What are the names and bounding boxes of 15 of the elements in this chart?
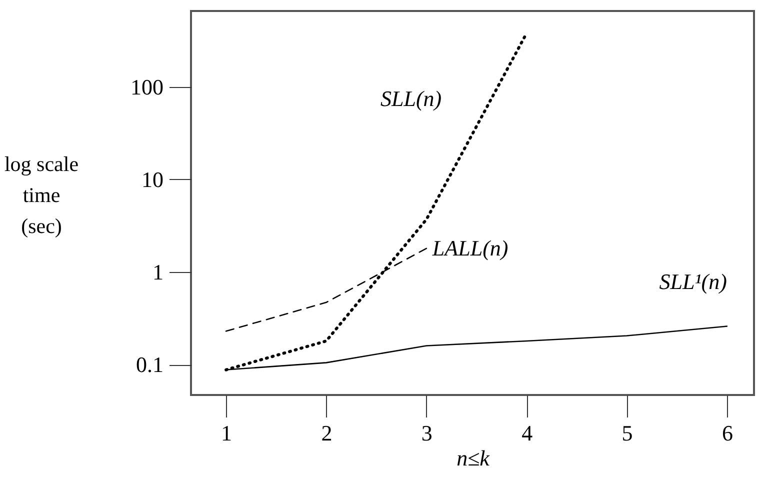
x-tick-label: 1 <box>221 420 232 446</box>
x-tick-label: 3 <box>421 420 432 446</box>
y-tick-label: 10 <box>142 166 164 192</box>
y-tick-label: 0.1 <box>136 352 164 378</box>
y-axis-title: log scale time (sec) <box>4 152 79 238</box>
x-tick-label: 6 <box>722 420 733 446</box>
y-tick-label: 1 <box>152 260 164 285</box>
y-tick-label: 100 <box>130 74 164 100</box>
x-axis-title: n≤k <box>456 446 491 470</box>
x-tick-label: 4 <box>522 420 533 446</box>
series-label: SLL¹(n) <box>659 269 727 294</box>
x-tick-label: 2 <box>321 420 332 446</box>
x-tick-label: 5 <box>622 420 633 446</box>
series-label: LALL(n) <box>431 235 508 260</box>
series-label: SLL(n) <box>380 86 442 112</box>
